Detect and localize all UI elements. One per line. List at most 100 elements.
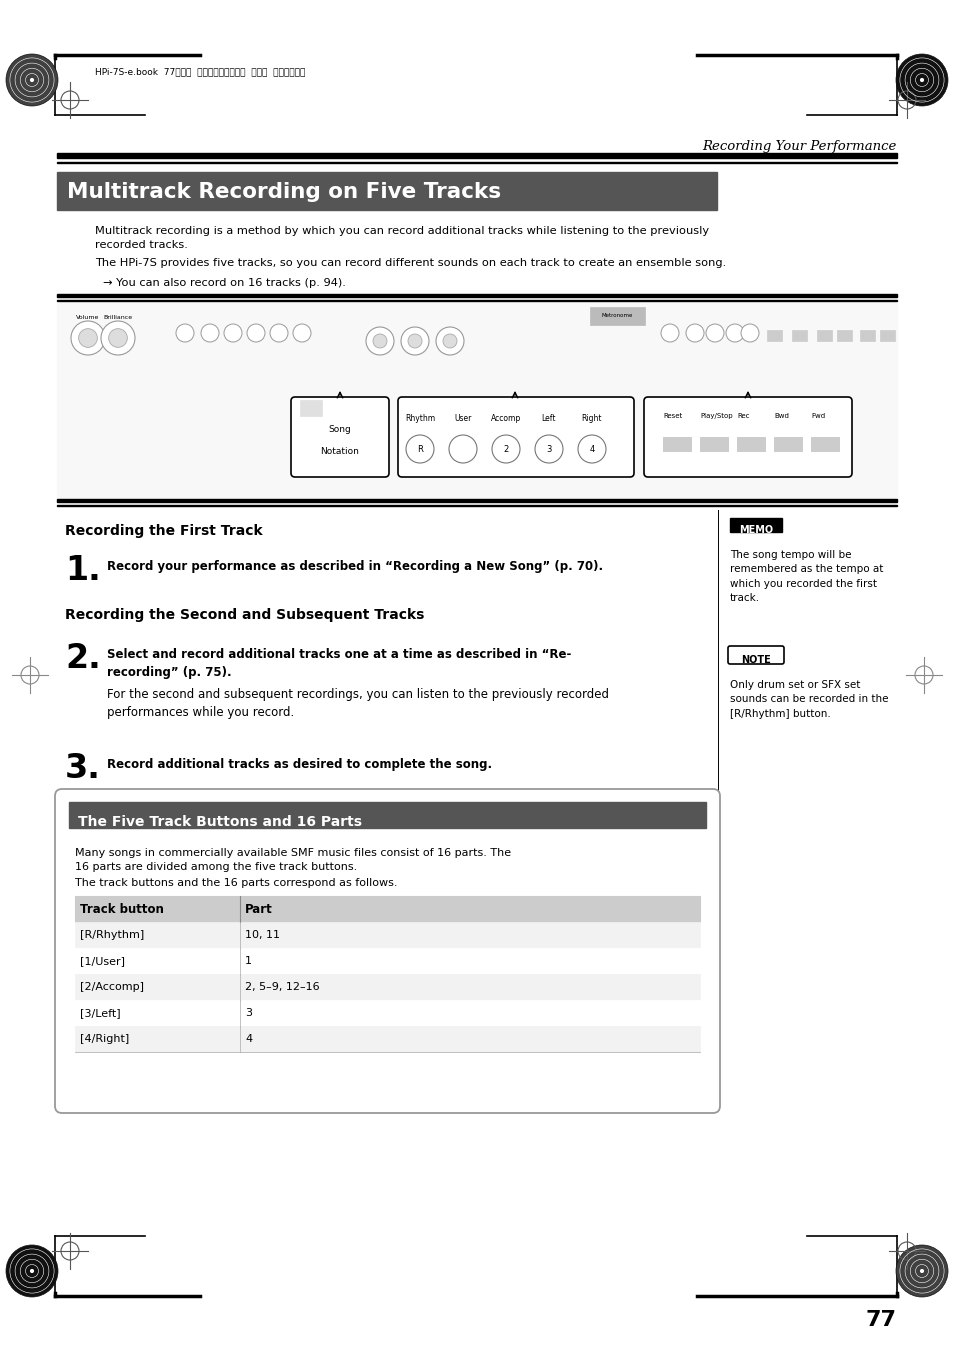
Text: Part: Part — [245, 902, 273, 916]
Text: Multitrack recording is a method by which you can record additional tracks while: Multitrack recording is a method by whic… — [95, 226, 708, 250]
Bar — [57, 172, 717, 209]
Bar — [75, 1000, 700, 1025]
Text: 3: 3 — [546, 444, 551, 454]
Bar — [816, 330, 831, 340]
Text: Many songs in commercially available SMF music files consist of 16 parts. The
16: Many songs in commercially available SMF… — [75, 848, 511, 871]
Circle shape — [492, 435, 519, 463]
Bar — [75, 921, 700, 948]
Bar — [57, 303, 896, 500]
Text: Metronome: Metronome — [600, 313, 632, 317]
Text: Record your performance as described in “Recording a New Song” (p. 70).: Record your performance as described in … — [107, 561, 602, 573]
Bar — [879, 330, 894, 340]
Text: Brilliance: Brilliance — [103, 315, 132, 320]
Circle shape — [578, 435, 605, 463]
Circle shape — [406, 435, 434, 463]
Text: Recording the Second and Subsequent Tracks: Recording the Second and Subsequent Trac… — [65, 608, 424, 621]
Circle shape — [270, 324, 288, 342]
Text: 10, 11: 10, 11 — [245, 929, 280, 940]
Text: Multitrack Recording on Five Tracks: Multitrack Recording on Five Tracks — [67, 182, 500, 203]
Circle shape — [109, 328, 127, 347]
Text: The Five Track Buttons and 16 Parts: The Five Track Buttons and 16 Parts — [78, 815, 361, 830]
Text: 77: 77 — [865, 1310, 896, 1329]
Bar — [700, 436, 727, 451]
Text: [1/User]: [1/User] — [80, 957, 125, 966]
Circle shape — [6, 54, 58, 105]
Text: Song: Song — [328, 424, 351, 434]
Bar — [662, 436, 690, 451]
Text: Select and record additional tracks one at a time as described in “Re-
recording: Select and record additional tracks one … — [107, 648, 571, 680]
FancyBboxPatch shape — [727, 646, 783, 663]
Circle shape — [293, 324, 311, 342]
Circle shape — [895, 54, 947, 105]
Bar — [57, 293, 896, 297]
Circle shape — [535, 435, 562, 463]
Text: The song tempo will be
remembered as the tempo at
which you recorded the first
t: The song tempo will be remembered as the… — [729, 550, 882, 603]
Text: [2/Accomp]: [2/Accomp] — [80, 982, 144, 992]
Text: Track button: Track button — [80, 902, 164, 916]
Circle shape — [30, 78, 34, 82]
Circle shape — [919, 1269, 923, 1273]
Circle shape — [449, 435, 476, 463]
Circle shape — [895, 1246, 947, 1297]
Circle shape — [71, 322, 105, 355]
Text: User: User — [454, 413, 471, 423]
Circle shape — [101, 322, 135, 355]
Circle shape — [247, 324, 265, 342]
Circle shape — [436, 327, 463, 355]
Bar — [810, 436, 838, 451]
Text: Volume: Volume — [76, 315, 99, 320]
Bar — [69, 802, 705, 828]
Text: 3: 3 — [245, 1008, 252, 1019]
Circle shape — [373, 334, 387, 349]
Bar — [299, 400, 322, 416]
Text: [R/Rhythm]: [R/Rhythm] — [80, 929, 144, 940]
Bar — [589, 307, 644, 326]
Text: → You can also record on 16 tracks (p. 94).: → You can also record on 16 tracks (p. 9… — [103, 278, 346, 288]
Text: HPi-7S-e.book  77ページ  ２００８年４月２日  水曜日  午前９時４分: HPi-7S-e.book 77ページ ２００８年４月２日 水曜日 午前９時４分 — [95, 68, 305, 77]
Bar — [57, 499, 896, 503]
Bar — [859, 330, 874, 340]
Text: For the second and subsequent recordings, you can listen to the previously recor: For the second and subsequent recordings… — [107, 688, 608, 719]
Text: MEMO: MEMO — [739, 526, 772, 535]
Circle shape — [740, 324, 759, 342]
Text: Fwd: Fwd — [810, 413, 824, 419]
Bar — [791, 330, 806, 340]
Text: The track buttons and the 16 parts correspond as follows.: The track buttons and the 16 parts corre… — [75, 878, 397, 888]
Text: Play/Stop: Play/Stop — [700, 413, 732, 419]
Text: [4/Right]: [4/Right] — [80, 1034, 129, 1044]
Circle shape — [408, 334, 421, 349]
Circle shape — [30, 1269, 34, 1273]
Text: Only drum set or SFX set
sounds can be recorded in the
[R/Rhythm] button.: Only drum set or SFX set sounds can be r… — [729, 680, 887, 719]
Bar — [737, 436, 764, 451]
Text: 2, 5–9, 12–16: 2, 5–9, 12–16 — [245, 982, 319, 992]
Bar — [773, 436, 801, 451]
Text: NOTE: NOTE — [740, 655, 770, 665]
Circle shape — [685, 324, 703, 342]
Circle shape — [705, 324, 723, 342]
Text: 2: 2 — [503, 444, 508, 454]
Text: Rhythm: Rhythm — [404, 413, 435, 423]
Text: Accomp: Accomp — [491, 413, 520, 423]
FancyBboxPatch shape — [55, 789, 720, 1113]
FancyBboxPatch shape — [291, 397, 389, 477]
Text: 2.: 2. — [65, 642, 101, 676]
Text: 4: 4 — [245, 1034, 252, 1044]
Text: Rec: Rec — [737, 413, 749, 419]
Circle shape — [78, 328, 97, 347]
Circle shape — [366, 327, 394, 355]
Circle shape — [725, 324, 743, 342]
Circle shape — [400, 327, 429, 355]
Bar — [57, 153, 896, 158]
Bar — [75, 948, 700, 974]
Circle shape — [919, 78, 923, 82]
FancyBboxPatch shape — [397, 397, 634, 477]
Bar — [75, 1025, 700, 1052]
Text: Recording the First Track: Recording the First Track — [65, 524, 262, 538]
Circle shape — [6, 1246, 58, 1297]
Text: The HPi-7S provides five tracks, so you can record different sounds on each trac: The HPi-7S provides five tracks, so you … — [95, 258, 725, 267]
Text: R: R — [416, 444, 422, 454]
Text: 4: 4 — [589, 444, 594, 454]
Text: Left: Left — [541, 413, 556, 423]
Text: 1: 1 — [245, 957, 252, 966]
Circle shape — [442, 334, 456, 349]
